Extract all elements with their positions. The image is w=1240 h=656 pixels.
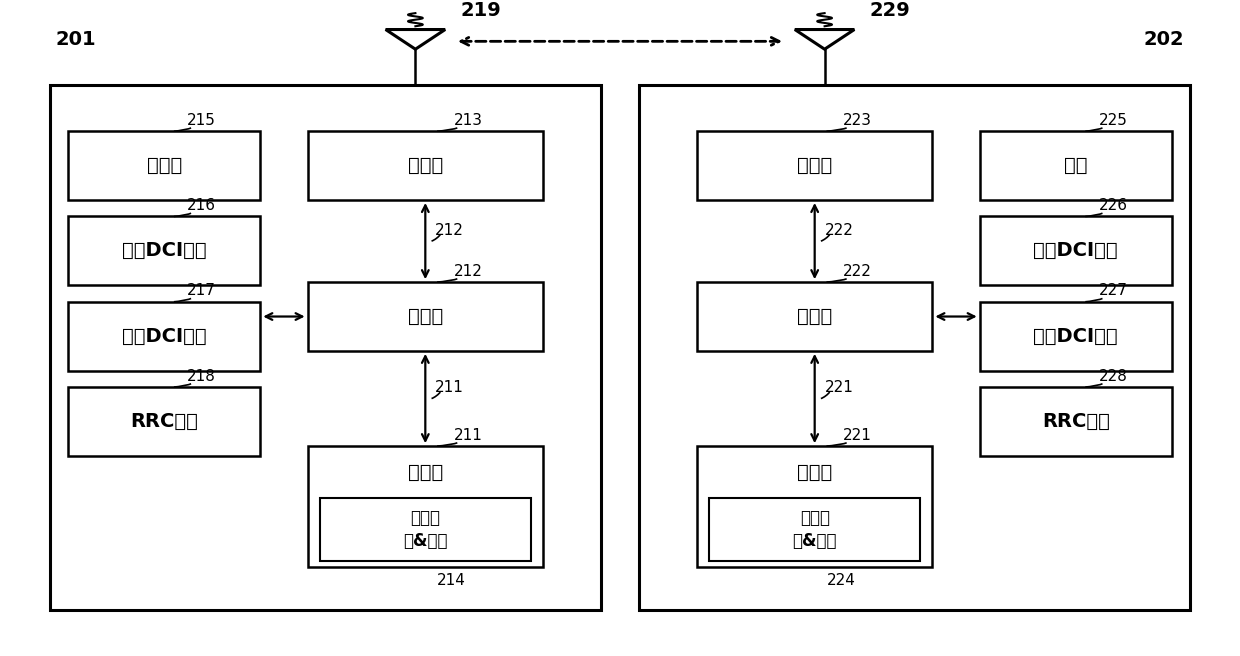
Text: 222: 222 (843, 264, 872, 279)
Text: 202: 202 (1143, 30, 1184, 49)
Bar (639, 85, 1190, 610)
Text: RRC信令: RRC信令 (1042, 412, 1110, 431)
Text: 解码器: 解码器 (146, 156, 182, 175)
Text: 213: 213 (454, 113, 482, 128)
Text: 214: 214 (438, 573, 466, 588)
Text: 存储器: 存储器 (797, 463, 832, 482)
Text: 201: 201 (56, 30, 97, 49)
Text: 221: 221 (825, 380, 853, 395)
Text: 226: 226 (1099, 198, 1127, 213)
Text: 212: 212 (454, 264, 482, 279)
Text: 调度: 调度 (1064, 156, 1087, 175)
Text: 程序指
令&数据: 程序指 令&数据 (792, 508, 837, 550)
Text: 221: 221 (843, 428, 872, 443)
Text: 218: 218 (187, 369, 216, 384)
Bar (308, 282, 543, 351)
Text: 224: 224 (827, 573, 856, 588)
Text: 223: 223 (843, 113, 872, 128)
Bar (980, 131, 1172, 200)
Text: 217: 217 (187, 283, 216, 298)
Text: 处理器: 处理器 (408, 307, 443, 326)
Bar (980, 216, 1172, 285)
Text: 216: 216 (187, 198, 216, 213)
Text: 211: 211 (454, 428, 482, 443)
Bar (308, 131, 543, 200)
Bar (68, 302, 260, 371)
Text: 程序指
令&数据: 程序指 令&数据 (403, 508, 448, 550)
Bar (697, 131, 932, 200)
Text: 215: 215 (187, 113, 216, 128)
Text: 扩展DCI配置: 扩展DCI配置 (1033, 327, 1118, 346)
Text: 收发器: 收发器 (408, 156, 443, 175)
Text: 219: 219 (460, 1, 501, 20)
Text: 存储器: 存储器 (408, 463, 443, 482)
Bar (980, 387, 1172, 456)
Bar (980, 302, 1172, 371)
Text: 处理器: 处理器 (797, 307, 832, 326)
Bar (709, 498, 920, 561)
Bar (50, 85, 601, 610)
Bar (320, 498, 531, 561)
Bar (697, 446, 932, 567)
Text: 222: 222 (825, 223, 853, 237)
Text: 收发器: 收发器 (797, 156, 832, 175)
Bar (68, 216, 260, 285)
Bar (68, 131, 260, 200)
Text: 扩展DCI检测: 扩展DCI检测 (122, 327, 207, 346)
Text: 227: 227 (1099, 283, 1127, 298)
Text: 212: 212 (435, 223, 464, 237)
Text: 229: 229 (869, 1, 910, 20)
Text: 225: 225 (1099, 113, 1127, 128)
Text: 228: 228 (1099, 369, 1127, 384)
Text: 211: 211 (435, 380, 464, 395)
Text: RRC信令: RRC信令 (130, 412, 198, 431)
Text: 基本DCI检测: 基本DCI检测 (122, 241, 207, 260)
Text: 基本DCI配置: 基本DCI配置 (1033, 241, 1118, 260)
Bar (68, 387, 260, 456)
Bar (697, 282, 932, 351)
Bar (308, 446, 543, 567)
